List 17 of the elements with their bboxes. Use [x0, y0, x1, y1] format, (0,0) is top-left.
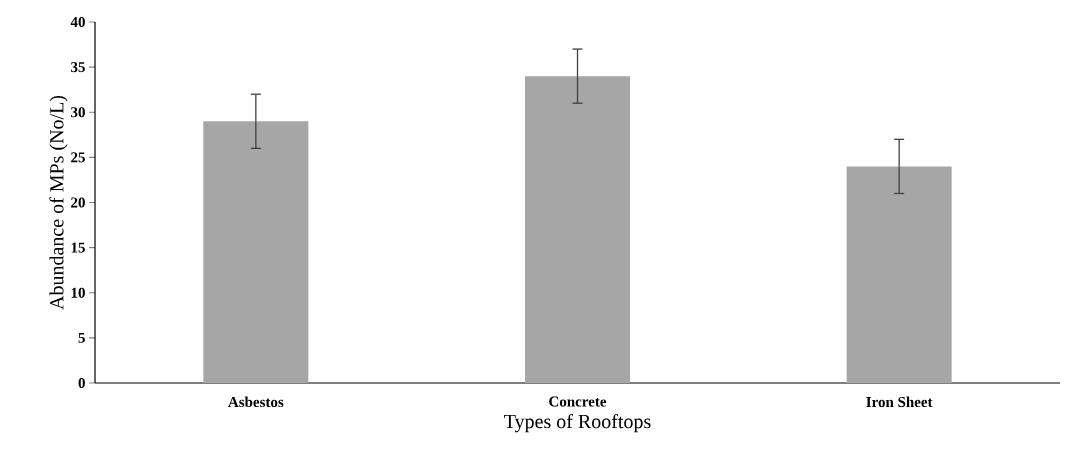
y-tick-label: 0 [78, 377, 85, 389]
y-tick-label: 25 [71, 152, 85, 163]
y-axis-title: Abundance of MPs (No/L) [49, 95, 68, 310]
y-tick-label: 40 [70, 16, 85, 28]
y-tick-label: 15 [71, 242, 85, 253]
y-tick-label: 5 [78, 332, 85, 343]
y-tick-label: 30 [71, 107, 85, 118]
x-tick-label: Iron Sheet [866, 396, 933, 408]
y-tick-label: 20 [71, 197, 85, 208]
y-tick-label: 35 [71, 62, 85, 73]
bar [846, 166, 952, 383]
x-tick-label: Concrete [549, 396, 607, 407]
x-tick-label: Asbestos [228, 396, 284, 408]
bar [203, 121, 309, 383]
x-axis-title: Types of Rooftops [504, 413, 651, 433]
bar [525, 76, 630, 383]
y-tick-label: 10 [71, 287, 85, 298]
